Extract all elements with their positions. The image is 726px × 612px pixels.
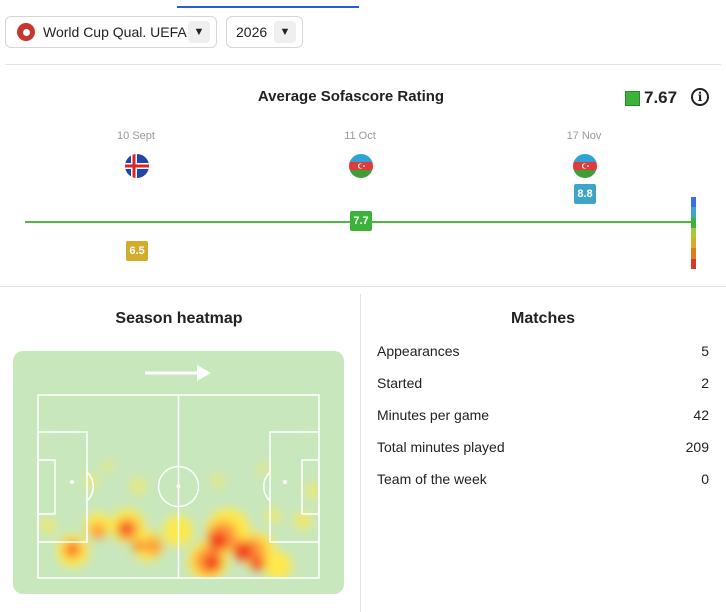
azerbaijan-flag-icon[interactable] [349, 154, 373, 178]
pitch-lines [37, 394, 320, 579]
divider [5, 64, 721, 65]
competition-label: World Cup Qual. UEFA [43, 24, 187, 40]
season-dropdown[interactable]: 2026 ▼ [226, 16, 303, 48]
stat-label: Minutes per game [377, 407, 490, 423]
stat-value: 42 [693, 407, 709, 423]
active-tab-indicator [177, 6, 359, 8]
rating-badge[interactable]: 8.8 [574, 183, 596, 204]
divider [0, 286, 726, 287]
competition-dropdown[interactable]: World Cup Qual. UEFA ▼ [5, 16, 217, 48]
rating-badge[interactable]: 7.7 [350, 211, 372, 232]
chevron-down-icon[interactable]: ▼ [274, 21, 296, 43]
stat-row-appearances: Appearances 5 [377, 343, 709, 359]
stat-row-started: Started 2 [377, 375, 709, 391]
rating-chart-title: Average Sofascore Rating [257, 88, 445, 105]
azerbaijan-flag-icon[interactable] [573, 154, 597, 178]
season-label: 2026 [236, 24, 268, 40]
stat-value: 5 [701, 343, 709, 359]
stat-label: Total minutes played [377, 439, 505, 455]
stat-value: 209 [685, 439, 709, 455]
season-heatmap [13, 351, 344, 594]
rating-scale-segment [691, 248, 696, 259]
stat-row-minutes-per-game: Minutes per game 42 [377, 407, 709, 423]
stat-row-team-of-the-week: Team of the week 0 [377, 471, 709, 487]
rating-scale-segment [691, 197, 696, 208]
divider [360, 294, 361, 612]
match-date: 17 Nov [566, 130, 602, 142]
rating-scale-segment [691, 207, 696, 218]
iceland-flag-icon[interactable] [125, 154, 149, 178]
chevron-down-icon[interactable]: ▼ [188, 21, 210, 43]
stat-label: Started [377, 375, 423, 391]
average-rating: 7.67 [625, 88, 677, 108]
match-date: 10 Sept [117, 130, 155, 142]
average-rating-value: 7.67 [644, 88, 678, 107]
heatmap-title: Season heatmap [115, 310, 243, 327]
rating-scale-segment [691, 258, 696, 269]
rating-scale-segment [691, 217, 696, 228]
average-rating-color-swatch [625, 90, 640, 106]
rating-scale-segment [691, 227, 696, 239]
stat-value: 0 [701, 471, 709, 487]
rating-badge[interactable]: 6.5 [126, 241, 148, 262]
stat-label: Appearances [377, 343, 460, 359]
stat-value: 2 [701, 375, 709, 391]
stat-label: Team of the week [377, 471, 487, 487]
info-icon[interactable]: i [691, 88, 709, 106]
competition-logo-icon [17, 23, 35, 41]
matches-title: Matches [510, 310, 576, 327]
rating-scale-bar [691, 197, 696, 269]
arrow-right-icon [145, 365, 211, 381]
rating-scale-segment [691, 238, 696, 249]
stat-row-total-minutes: Total minutes played 209 [377, 439, 709, 455]
match-date: 11 Oct [344, 130, 376, 142]
